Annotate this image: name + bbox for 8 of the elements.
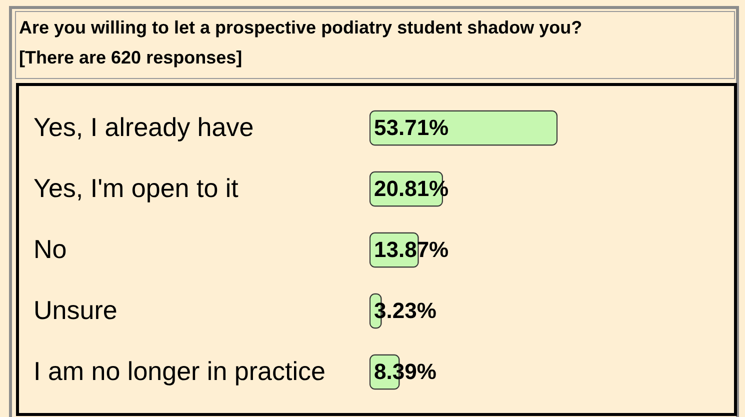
y-tick-label: Yes, I'm open to it (34, 173, 240, 203)
y-tick-label: I am no longer in practice (34, 356, 326, 386)
chart-title: Are you willing to let a prospective podiatry student shadow you? (19, 18, 582, 38)
text: [There are 620 responses] (19, 48, 242, 68)
y-tick-label: Unsure (34, 295, 118, 325)
y-tick-label: Yes, I already have (34, 112, 254, 142)
y-tick-label: No (34, 234, 67, 264)
data-label: 53.71% (374, 115, 449, 140)
